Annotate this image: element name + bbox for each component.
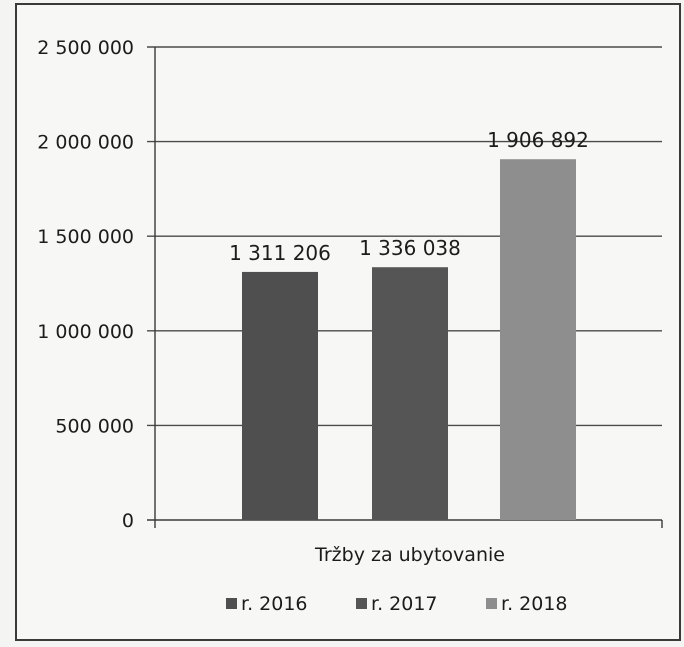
data-label: 1 336 038: [359, 236, 461, 260]
legend-label: r. 2018: [501, 593, 568, 615]
legend-swatch: [226, 598, 237, 609]
legend-swatch: [486, 598, 497, 609]
bar-r-2017: [372, 267, 448, 520]
y-tick-label: 1 500 000: [37, 226, 134, 248]
data-label: 1 311 206: [229, 241, 331, 265]
y-tick-label: 2 500 000: [37, 37, 134, 59]
y-axis-tick-labels: 0 500 000 1 000 000 1 500 000 2 000 000 2 500…: [37, 37, 134, 532]
category-label: Tržby za ubytovanie: [314, 544, 505, 566]
legend-swatch: [356, 598, 367, 609]
data-label: 1 906 892: [487, 128, 589, 152]
y-tick-label: 2 000 000: [37, 132, 134, 154]
legend-label: r. 2017: [371, 593, 438, 615]
bars: [242, 159, 576, 520]
bar-r-2018: [500, 159, 576, 520]
y-tick-label: 500 000: [55, 415, 134, 437]
legend-label: r. 2016: [241, 593, 308, 615]
data-labels: 1 311 206 1 336 038 1 906 892: [229, 128, 589, 265]
y-tick-label: 1 000 000: [37, 321, 134, 343]
bar-r-2016: [242, 271, 318, 520]
y-tick-label: 0: [122, 510, 134, 532]
legend: r. 2016 r. 2017 r. 2018: [226, 593, 568, 615]
